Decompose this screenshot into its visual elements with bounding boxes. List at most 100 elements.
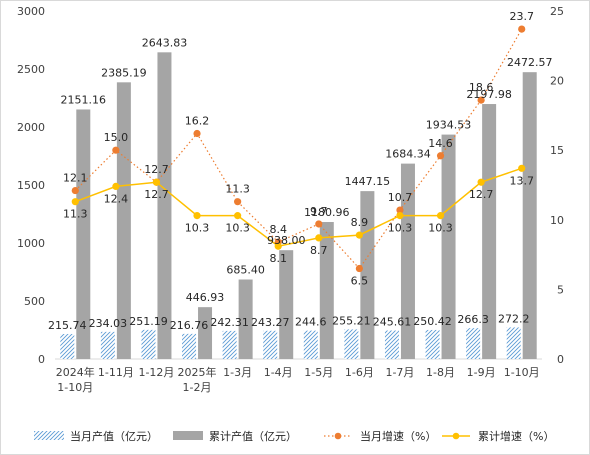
monthly-growth-label: 9.7 (310, 205, 328, 218)
monthly-output-bar (182, 333, 197, 359)
cumulative-growth-line-marker (193, 212, 201, 220)
monthly-growth-line-marker (112, 146, 120, 154)
x-tick-label: 1-8月 (426, 366, 455, 379)
cumulative-growth-line (75, 167, 522, 248)
x-tick-label-line: 1-6月 (345, 366, 374, 379)
legend-label: 累计产值（亿元） (209, 429, 297, 443)
monthly-output-label: 216.76 (170, 319, 209, 332)
monthly-growth-line (74, 28, 523, 270)
cumulative-growth-line-marker (152, 178, 161, 186)
x-tick-label: 1-5月 (304, 366, 333, 379)
cumulative-growth-line-marker (518, 164, 526, 172)
monthly-growth-line-marker (193, 129, 201, 138)
cumulative-output-label: 1447.15 (345, 175, 391, 188)
cumulative-output-label: 1180.96 (304, 206, 350, 219)
y-left-tick-label: 2500 (17, 63, 45, 76)
cumulative-growth-label: 10.3 (388, 222, 413, 235)
x-tick-label: 1-4月 (264, 366, 293, 379)
monthly-growth-label: 10.7 (388, 191, 413, 204)
monthly-growth-label: 18.6 (469, 81, 494, 94)
monthly-growth-label: 11.3 (225, 183, 250, 196)
monthly-output-label: 234.03 (89, 317, 128, 330)
y-right-tick-label: 15 (550, 144, 564, 157)
cumulative-growth-line-marker (315, 234, 323, 242)
cumulative-output-bar (116, 82, 131, 359)
cumulative-growth-label: 8.7 (310, 244, 328, 257)
monthly-growth-label: 23.7 (509, 10, 534, 23)
cumulative-output-bar (319, 222, 334, 359)
monthly-growth-label: 8.4 (269, 223, 287, 236)
cumulative-growth-label: 10.3 (428, 222, 453, 235)
legend-label: 当月产值（亿元） (70, 429, 158, 443)
legend-label: 累计增速（%） (478, 429, 554, 443)
monthly-growth-line-marker (396, 206, 404, 214)
x-tick-label: 1-7月 (385, 366, 414, 379)
monthly-growth-label: 14.6 (428, 137, 453, 150)
x-tick-label-line: 1-7月 (385, 366, 414, 379)
monthly-output-bar (60, 333, 75, 359)
cumulative-output-label: 446.93 (186, 291, 225, 304)
x-tick-label-line: 1-5月 (304, 366, 333, 379)
monthly-output-bar (100, 331, 115, 359)
y-right-tick-label: 0 (557, 353, 564, 366)
cumulative-growth-label: 11.3 (63, 208, 88, 221)
x-tick-label-line: 2024年 (56, 365, 95, 379)
cumulative-output-bar (522, 72, 537, 359)
cumulative-output-label: 2197.98 (466, 88, 512, 101)
cumulative-output-bar (198, 307, 213, 359)
cumulative-growth-label: 10.3 (225, 222, 250, 235)
y-right-tick-label: 25 (550, 5, 564, 18)
cumulative-output-label: 2385.19 (101, 66, 147, 79)
cumulative-growth-line-marker (436, 212, 445, 220)
cumulative-growth-line-marker (274, 242, 282, 250)
monthly-output-label: 242.31 (210, 316, 249, 329)
monthly-growth-label: 6.5 (351, 275, 369, 288)
x-tick-label-line: 1-2月 (183, 381, 212, 394)
monthly-output-label: 243.27 (251, 316, 290, 329)
legend-label: 当月增速（%） (360, 429, 436, 443)
cumulative-output-bar (76, 109, 91, 359)
cumulative-growth-line-marker (355, 231, 363, 239)
monthly-output-label: 255.21 (332, 314, 371, 327)
cumulative-growth-label: 12.7 (469, 188, 494, 201)
y-left-tick-label: 2000 (17, 121, 45, 134)
x-tick-label: 2024年 1-10月 (56, 365, 95, 394)
cumulative-output-label: 1934.53 (426, 119, 472, 132)
cumulative-output-label: 2472.57 (507, 56, 553, 69)
x-tick-label-line: 1-9月 (467, 366, 496, 379)
cumulative-output-label: 2151.16 (61, 93, 107, 106)
y-left-tick-label: 1500 (17, 179, 45, 192)
x-tick-label: 2025年 1-2月 (178, 365, 217, 394)
cumulative-growth-line-marker (112, 182, 120, 190)
y-right-tick-label: 5 (557, 283, 564, 296)
x-tick-label-line: 1-11月 (98, 366, 134, 379)
legend-marker (452, 432, 460, 440)
monthly-output-label: 250.42 (413, 315, 452, 328)
cumulative-output-bar (279, 250, 294, 359)
monthly-output-bar (222, 330, 237, 359)
monthly-output-bar (466, 328, 481, 359)
y-right-tick-label: 20 (550, 75, 564, 88)
monthly-growth-label: 16.2 (185, 114, 210, 127)
legend-marker (334, 432, 342, 440)
monthly-output-label: 251.19 (129, 315, 168, 328)
cumulative-output-bar (238, 279, 253, 359)
x-tick-label: 1-11月 (98, 366, 134, 379)
cumulative-output-bar (482, 104, 497, 359)
cumulative-growth-label: 10.3 (185, 222, 210, 235)
monthly-growth-line-marker (234, 198, 242, 206)
monthly-growth-line-marker (315, 220, 323, 228)
cumulative-output-label: 685.40 (226, 263, 265, 276)
cumulative-output-bar (400, 163, 415, 359)
x-tick-label-line: 1-10月 (504, 366, 540, 379)
cumulative-output-label: 2643.83 (142, 36, 188, 49)
x-tick-label-line: 1-12月 (138, 366, 174, 379)
y-left-tick-label: 1000 (17, 237, 45, 250)
monthly-growth-label: 12.1 (63, 172, 88, 185)
monthly-output-bar (141, 329, 156, 359)
y-left-tick-label: 0 (38, 353, 45, 366)
monthly-output-label: 244.6 (295, 316, 327, 329)
x-tick-label: 1-10月 (504, 366, 540, 379)
y-left-tick-label: 500 (24, 295, 45, 308)
